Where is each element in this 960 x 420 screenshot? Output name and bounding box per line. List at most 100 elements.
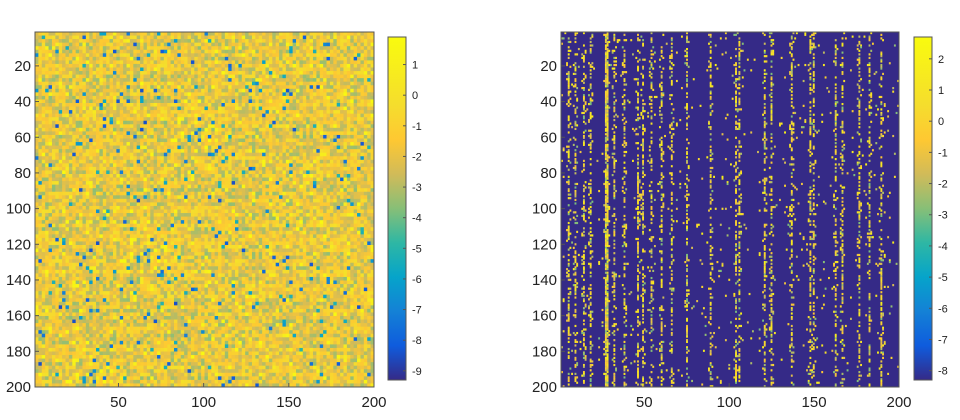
heatmap-cell (109, 67, 114, 72)
heatmap-cell (55, 78, 60, 82)
heatmap-cell (51, 42, 56, 47)
heatmap-cell (173, 60, 178, 65)
heatmap-cell (343, 177, 348, 182)
heatmap-cell (238, 149, 243, 153)
heatmap-cell (265, 152, 270, 157)
heatmap-cell (201, 174, 205, 178)
heatmap-cell (343, 85, 348, 90)
heatmap-cell (119, 60, 124, 65)
heatmap-cell (197, 181, 202, 185)
heatmap-cell (262, 170, 266, 175)
heatmap-cell (309, 181, 314, 185)
heatmap-cell (62, 49, 66, 54)
heatmap-cell (370, 42, 375, 47)
heatmap-cell (357, 74, 361, 79)
heatmap-cell (319, 56, 324, 61)
heatmap-cell (343, 181, 348, 185)
heatmap-cell (268, 127, 273, 132)
heatmap-cell (218, 174, 222, 178)
heatmap-cell (102, 149, 107, 153)
heatmap-cell (150, 156, 154, 161)
heatmap-cell (248, 184, 253, 189)
heatmap-cell (241, 127, 246, 132)
heatmap-cell (187, 117, 192, 122)
heatmap-cell (102, 106, 107, 111)
heatmap-cell (79, 177, 83, 182)
heatmap-cell (106, 88, 110, 93)
heatmap-cell (72, 71, 76, 75)
heatmap-cell (238, 42, 243, 47)
heatmap-cell (201, 78, 205, 82)
heatmap-cell (262, 106, 266, 111)
heatmap-cell (241, 39, 246, 43)
heatmap-cell (350, 142, 354, 146)
heatmap-cell (106, 202, 110, 207)
heatmap-cell (272, 39, 276, 43)
heatmap-cell (65, 103, 70, 107)
heatmap-cell (340, 138, 344, 143)
heatmap-cell (89, 63, 93, 68)
heatmap-cell (312, 202, 317, 207)
heatmap-cell (367, 156, 371, 161)
heatmap-cell (316, 205, 321, 210)
heatmap-cell (153, 184, 158, 189)
heatmap-cell (194, 191, 199, 196)
heatmap-cell (296, 39, 300, 43)
heatmap-cell (79, 88, 83, 93)
heatmap-cell (363, 95, 368, 100)
heatmap-cell (58, 138, 63, 143)
heatmap-cell (116, 42, 121, 47)
heatmap-cell (62, 110, 66, 114)
heatmap-cell (140, 39, 144, 43)
heatmap-cell (323, 39, 327, 43)
heatmap-cell (68, 53, 73, 58)
heatmap-cell (357, 46, 361, 51)
heatmap-cell (177, 149, 182, 153)
heatmap-cell (177, 85, 182, 90)
heatmap-cell (292, 152, 297, 157)
heatmap-cell (346, 103, 351, 107)
heatmap-cell (177, 117, 182, 122)
heatmap-cell (184, 110, 188, 114)
heatmap-cell (133, 32, 137, 36)
heatmap-cell (35, 103, 39, 107)
heatmap-cell (140, 95, 144, 100)
heatmap-cell (150, 134, 154, 139)
heatmap-cell (58, 46, 63, 51)
heatmap-cell (38, 159, 43, 164)
heatmap-cell (51, 134, 56, 139)
heatmap-cell (309, 53, 314, 58)
heatmap-cell (367, 131, 371, 136)
heatmap-cell (160, 188, 165, 193)
heatmap-cell (180, 74, 185, 79)
heatmap-cell (157, 67, 161, 72)
heatmap-cell (133, 110, 137, 114)
heatmap-cell (231, 191, 236, 196)
heatmap-cell (197, 78, 202, 82)
heatmap-cell (116, 32, 121, 36)
heatmap-cell (129, 202, 134, 207)
heatmap-cell (316, 177, 321, 182)
heatmap-cell (65, 138, 70, 143)
heatmap-cell (112, 42, 117, 47)
heatmap-cell (357, 95, 361, 100)
heatmap-cell (248, 177, 253, 182)
heatmap-cell (296, 134, 300, 139)
heatmap-cell (224, 170, 229, 175)
heatmap-cell (129, 74, 134, 79)
heatmap-cell (245, 142, 249, 146)
heatmap-cell (180, 159, 185, 164)
heatmap-cell (119, 92, 124, 97)
heatmap-cell (326, 156, 331, 161)
heatmap-cell (45, 134, 49, 139)
heatmap-cell (163, 106, 168, 111)
heatmap-cell (75, 195, 80, 200)
heatmap-cell (340, 188, 344, 193)
heatmap-cell (99, 184, 104, 189)
heatmap-cell (163, 177, 168, 182)
heatmap-cell (62, 74, 66, 79)
heatmap-cell (62, 113, 66, 118)
heatmap-cell (204, 131, 209, 136)
heatmap-cell (102, 88, 107, 93)
heatmap-cell (150, 188, 154, 193)
